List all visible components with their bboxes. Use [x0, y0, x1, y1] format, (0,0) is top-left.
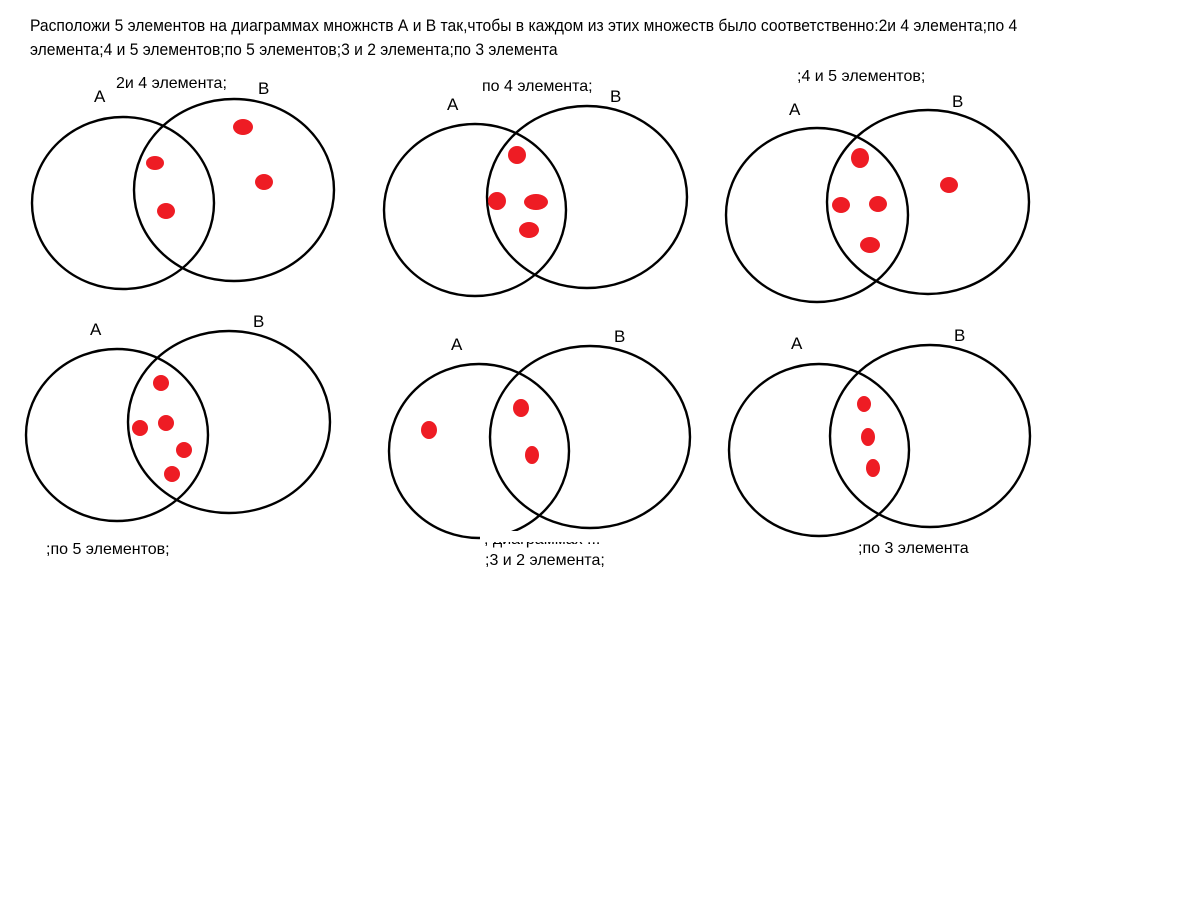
diagram-caption: по 4 элемента; [482, 78, 593, 95]
task-statement: Расположи 5 элементов на диаграммах множ… [30, 16, 1018, 59]
venn-diagram-4: A B ;по 5 элементов; [24, 312, 332, 558]
set-a-circle [30, 115, 216, 291]
element-dot [519, 222, 539, 238]
set-b-label: B [253, 312, 264, 331]
set-a-circle [724, 126, 910, 304]
element-dot [146, 156, 164, 170]
diagram-caption: ;3 и 2 элемента; [485, 552, 605, 569]
set-b-label: B [952, 92, 963, 111]
set-a-label: A [94, 87, 106, 106]
element-dot [421, 421, 437, 439]
element-dot [488, 192, 506, 210]
set-a-circle [382, 122, 568, 298]
set-a-circle [24, 347, 210, 523]
element-dot [508, 146, 526, 164]
element-dot [851, 148, 869, 168]
set-b-label: B [258, 79, 269, 98]
element-dot [524, 194, 548, 210]
set-b-circle [126, 329, 332, 515]
element-dot [233, 119, 253, 135]
element-dot [176, 442, 192, 458]
element-dot [832, 197, 850, 213]
element-dot [158, 415, 174, 431]
element-dot [940, 177, 958, 193]
element-dot [132, 420, 148, 436]
element-dot [164, 466, 180, 482]
set-b-label: B [614, 327, 625, 346]
element-dot [861, 428, 875, 446]
set-a-label: A [451, 335, 463, 354]
text-cover [480, 531, 620, 542]
diagram-caption: ;по 5 элементов; [46, 541, 170, 558]
diagram-caption: 2и 4 элемента; [116, 75, 227, 92]
element-dot [255, 174, 273, 190]
element-dot [525, 446, 539, 464]
venn-diagram-3: A B ;4 и 5 элементов; [724, 68, 1031, 304]
set-b-label: B [954, 326, 965, 345]
element-dot [860, 237, 880, 253]
set-b-circle [825, 108, 1031, 296]
venn-diagram-1: A B 2и 4 элемента; [30, 75, 336, 291]
set-b-label: B [610, 87, 621, 106]
element-dot [513, 399, 529, 417]
element-dot [866, 459, 880, 477]
diagram-caption: ;по 3 элемента [858, 540, 969, 557]
set-a-circle [727, 362, 911, 538]
set-a-label: A [90, 320, 102, 339]
set-a-label: A [791, 334, 803, 353]
element-dot [153, 375, 169, 391]
venn-diagram-6: A B ;по 3 элемента [727, 326, 1032, 557]
venn-diagram-5: A B ; диаграммах ... ;3 и 2 элемента; [387, 327, 692, 569]
venn-diagram-2: A B по 4 элемента; [382, 78, 689, 298]
diagram-caption: ;4 и 5 элементов; [797, 68, 925, 85]
element-dot [157, 203, 175, 219]
set-a-label: A [447, 95, 459, 114]
element-dot [857, 396, 871, 412]
set-a-label: A [789, 100, 801, 119]
element-dot [869, 196, 887, 212]
set-a-circle [387, 362, 571, 540]
set-b-circle [132, 97, 336, 283]
set-b-circle [485, 104, 689, 290]
set-b-circle [828, 343, 1032, 529]
set-b-circle [488, 344, 692, 530]
